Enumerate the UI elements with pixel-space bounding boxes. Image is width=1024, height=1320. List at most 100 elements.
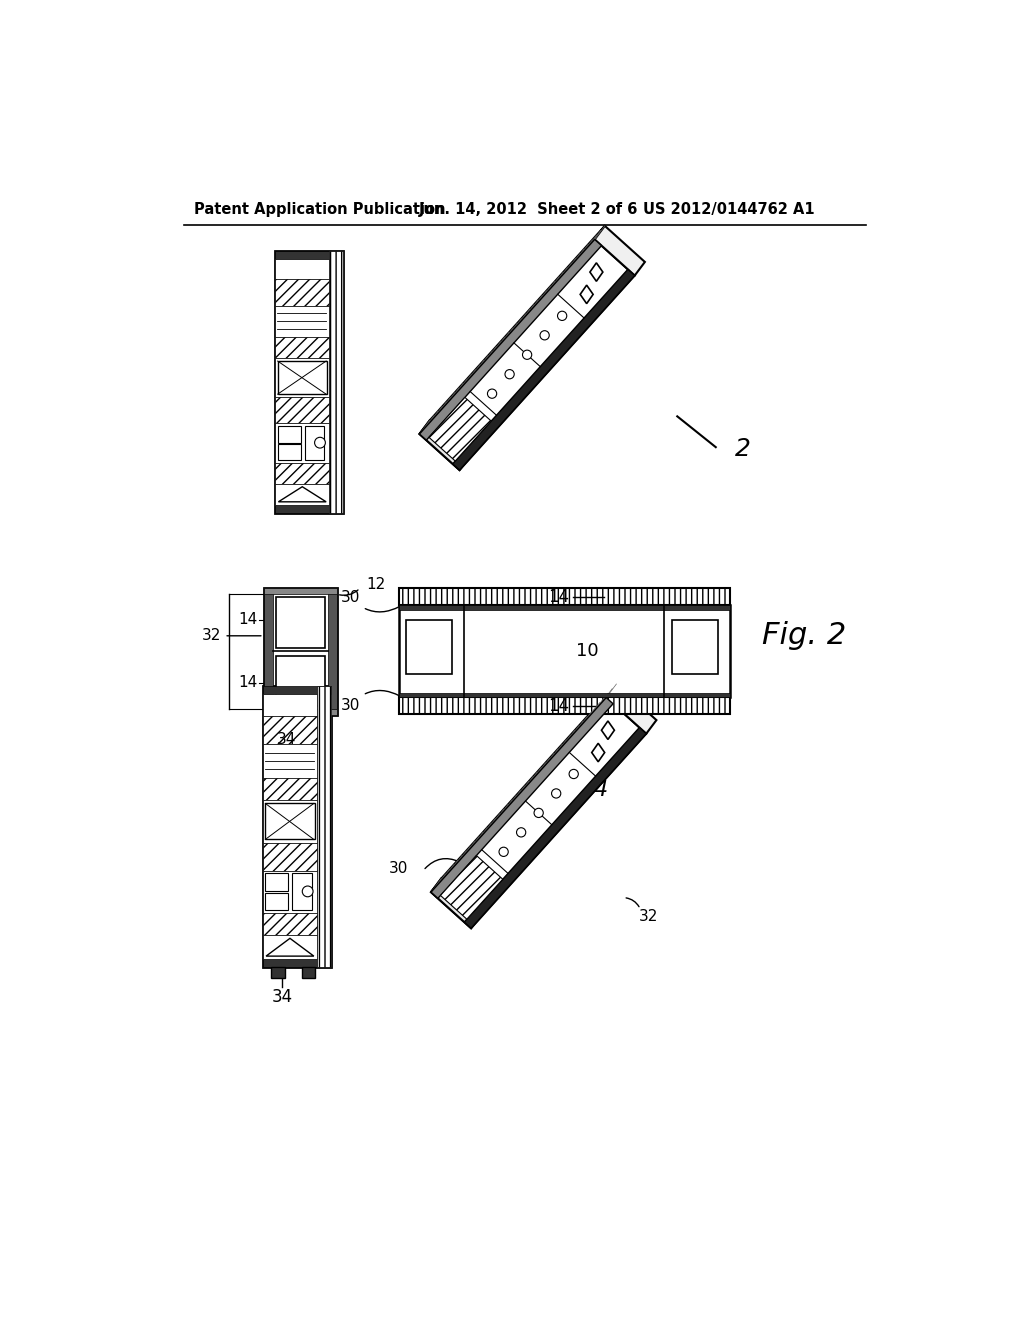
Bar	[275, 483, 330, 506]
Text: 34: 34	[271, 989, 293, 1006]
Bar	[304, 426, 324, 461]
Bar	[275, 463, 330, 483]
Text: 32: 32	[639, 909, 658, 924]
Text: 14: 14	[548, 587, 569, 606]
Bar	[263, 686, 331, 966]
Polygon shape	[420, 421, 470, 470]
Text: 14: 14	[239, 676, 258, 690]
Text: 30: 30	[341, 690, 400, 713]
Bar	[275, 280, 330, 306]
Polygon shape	[453, 269, 635, 470]
Bar	[292, 873, 311, 911]
Bar	[263, 871, 316, 912]
Bar	[263, 800, 316, 842]
Text: 4: 4	[593, 780, 607, 800]
Circle shape	[540, 331, 549, 341]
Text: US 2012/0144762 A1: US 2012/0144762 A1	[643, 202, 814, 218]
Bar	[263, 744, 316, 777]
Bar	[328, 589, 337, 715]
Text: 14: 14	[239, 612, 258, 627]
Text: Jun. 14, 2012  Sheet 2 of 6: Jun. 14, 2012 Sheet 2 of 6	[419, 202, 639, 218]
Bar	[278, 426, 301, 442]
Bar	[264, 589, 337, 715]
Bar	[275, 424, 330, 463]
Polygon shape	[420, 239, 635, 470]
Circle shape	[314, 437, 326, 447]
Bar	[275, 397, 330, 424]
Circle shape	[569, 770, 579, 779]
Bar	[276, 656, 325, 706]
Bar	[275, 251, 343, 512]
Circle shape	[516, 828, 525, 837]
Bar	[301, 966, 315, 978]
Circle shape	[487, 389, 497, 399]
Polygon shape	[431, 697, 646, 928]
Polygon shape	[440, 855, 503, 919]
Bar	[407, 620, 453, 675]
Bar	[278, 445, 301, 459]
Circle shape	[499, 847, 508, 857]
Bar	[265, 892, 289, 909]
Bar	[672, 620, 718, 675]
Polygon shape	[420, 239, 601, 440]
Bar	[265, 804, 314, 840]
Bar	[330, 251, 343, 512]
Bar	[278, 362, 327, 395]
Bar	[263, 912, 316, 936]
Bar	[275, 337, 330, 358]
Bar	[263, 842, 316, 871]
Bar	[276, 597, 325, 648]
Text: 10: 10	[575, 643, 598, 660]
Polygon shape	[590, 263, 603, 281]
Text: 30: 30	[341, 590, 400, 612]
Bar	[398, 605, 730, 697]
Bar	[263, 960, 331, 966]
Polygon shape	[592, 743, 604, 762]
Polygon shape	[464, 727, 646, 928]
Bar	[264, 709, 337, 715]
Polygon shape	[431, 684, 616, 892]
Bar	[275, 306, 330, 337]
Text: Fig. 2: Fig. 2	[762, 622, 846, 651]
Bar	[263, 693, 316, 715]
Circle shape	[557, 312, 566, 321]
Circle shape	[535, 808, 544, 817]
Bar	[265, 873, 289, 891]
Bar	[275, 251, 343, 259]
Polygon shape	[279, 487, 326, 502]
Bar	[280, 715, 293, 725]
Text: 2: 2	[735, 437, 751, 462]
Bar	[263, 936, 316, 960]
Polygon shape	[601, 721, 614, 739]
Circle shape	[505, 370, 514, 379]
Circle shape	[552, 789, 561, 799]
Bar	[263, 715, 316, 744]
Polygon shape	[606, 684, 656, 734]
Text: 34: 34	[278, 733, 297, 747]
Bar	[264, 589, 337, 594]
Bar	[398, 693, 730, 697]
Polygon shape	[595, 226, 645, 276]
Circle shape	[522, 350, 531, 359]
Text: Patent Application Publication: Patent Application Publication	[194, 202, 445, 218]
Bar	[275, 259, 330, 280]
Polygon shape	[266, 939, 313, 956]
Bar	[275, 506, 343, 512]
Bar	[264, 589, 273, 715]
Bar	[316, 686, 331, 966]
Text: 12: 12	[367, 577, 385, 593]
Bar	[398, 605, 730, 610]
Polygon shape	[431, 879, 481, 928]
Bar	[307, 715, 322, 725]
Polygon shape	[420, 226, 605, 434]
Circle shape	[302, 886, 313, 896]
Text: 14: 14	[548, 697, 569, 715]
Polygon shape	[581, 285, 593, 304]
Bar	[270, 966, 285, 978]
Bar	[275, 358, 330, 397]
Bar	[263, 686, 331, 693]
Bar	[398, 697, 730, 714]
Polygon shape	[431, 697, 613, 899]
Bar	[398, 589, 730, 605]
Text: 30: 30	[388, 861, 408, 876]
